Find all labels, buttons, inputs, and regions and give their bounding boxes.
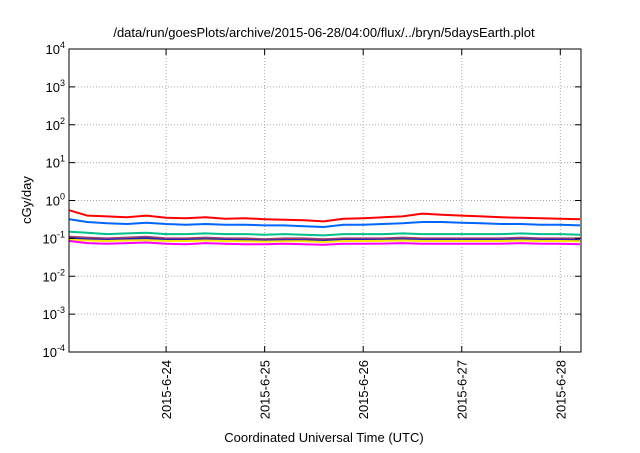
x-tick-label: 2015-6-24 — [159, 360, 174, 419]
chart-title: /data/run/goesPlots/archive/2015-06-28/0… — [113, 25, 535, 40]
y-tick-label: 10-2 — [43, 267, 65, 284]
series-line-yellow — [69, 238, 581, 243]
y-tick-label: 100 — [46, 192, 65, 209]
series-group — [69, 209, 581, 246]
x-tick-label: 2015-6-26 — [356, 360, 371, 419]
y-axis: 104 103 102 101 100 10-1 10-2 10-3 10-4 — [43, 40, 581, 360]
y-tick-label: 101 — [46, 154, 65, 171]
y-tick-label: 10-1 — [43, 229, 65, 246]
series-line-green — [69, 230, 581, 237]
series-line-magenta — [69, 240, 581, 246]
x-tick-label: 2015-6-25 — [258, 360, 273, 419]
y-tick-label: 103 — [46, 78, 65, 95]
y-tick-label: 104 — [46, 40, 65, 57]
y-axis-label: cGy/day — [19, 176, 34, 224]
x-axis: 2015-6-24 2015-6-25 2015-6-26 2015-6-27 2015… — [159, 49, 568, 419]
series-line-purple — [69, 235, 580, 241]
y-tick-label: 10-4 — [43, 343, 65, 360]
x-tick-label: 2015-6-28 — [553, 360, 568, 419]
y-tick-label: 102 — [46, 116, 65, 133]
series-line-blue — [69, 218, 581, 228]
x-axis-label: Coordinated Universal Time (UTC) — [224, 430, 423, 445]
grid — [69, 49, 581, 352]
y-tick-label: 10-3 — [43, 305, 65, 322]
series-line-dark-blue — [69, 237, 581, 242]
series-line-red — [69, 209, 581, 223]
x-tick-label: 2015-6-27 — [455, 360, 470, 419]
